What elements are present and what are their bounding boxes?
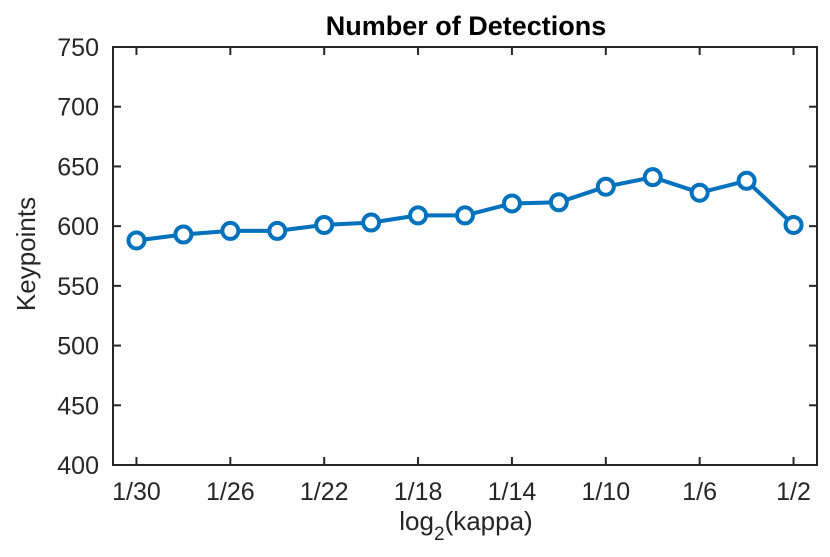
x-tick-label: 1/22 xyxy=(300,478,349,506)
x-axis-label-subscript: 2 xyxy=(434,524,445,545)
y-tick-label: 500 xyxy=(57,333,99,361)
y-tick-label: 650 xyxy=(57,153,99,181)
data-point xyxy=(689,182,710,203)
data-point xyxy=(173,224,194,245)
chart-title: Number of Detections xyxy=(326,11,607,41)
x-tick-label: 1/6 xyxy=(682,478,717,506)
x-tick-label: 1/26 xyxy=(206,478,255,506)
data-point xyxy=(736,170,757,191)
data-point xyxy=(361,212,382,233)
y-tick-label: 750 xyxy=(57,34,99,62)
data-point xyxy=(267,220,288,241)
data-point xyxy=(595,176,616,197)
y-tick-label: 450 xyxy=(57,392,99,420)
y-tick-label: 400 xyxy=(57,452,99,480)
x-tick-label: 1/2 xyxy=(776,478,811,506)
data-point xyxy=(642,167,663,188)
x-tick-label: 1/14 xyxy=(488,478,537,506)
x-tick-label: 1/30 xyxy=(112,478,161,506)
data-point xyxy=(501,193,522,214)
data-point xyxy=(314,214,335,235)
data-point xyxy=(220,220,241,241)
plot-frame xyxy=(112,46,818,466)
data-point xyxy=(455,205,475,226)
y-tick-label: 550 xyxy=(57,273,99,301)
x-axis-label-main: log xyxy=(399,506,434,536)
x-tick-label: 1/18 xyxy=(394,478,443,506)
x-axis-label: log2(kappa) xyxy=(399,506,532,545)
x-tick-label: 1/10 xyxy=(581,478,630,506)
y-tick-label: 600 xyxy=(57,213,99,241)
plot-area: 400 450 500 550 600 650 700 750 1/30 1/26 1/22 1/18… xyxy=(57,34,818,506)
data-point xyxy=(126,230,147,251)
y-tick-label: 700 xyxy=(57,94,99,122)
data-point xyxy=(408,205,429,226)
data-point xyxy=(548,192,569,213)
y-axis-label: Keypoints xyxy=(11,197,41,311)
data-point xyxy=(783,214,804,235)
x-axis-label-suffix: (kappa) xyxy=(445,506,533,536)
